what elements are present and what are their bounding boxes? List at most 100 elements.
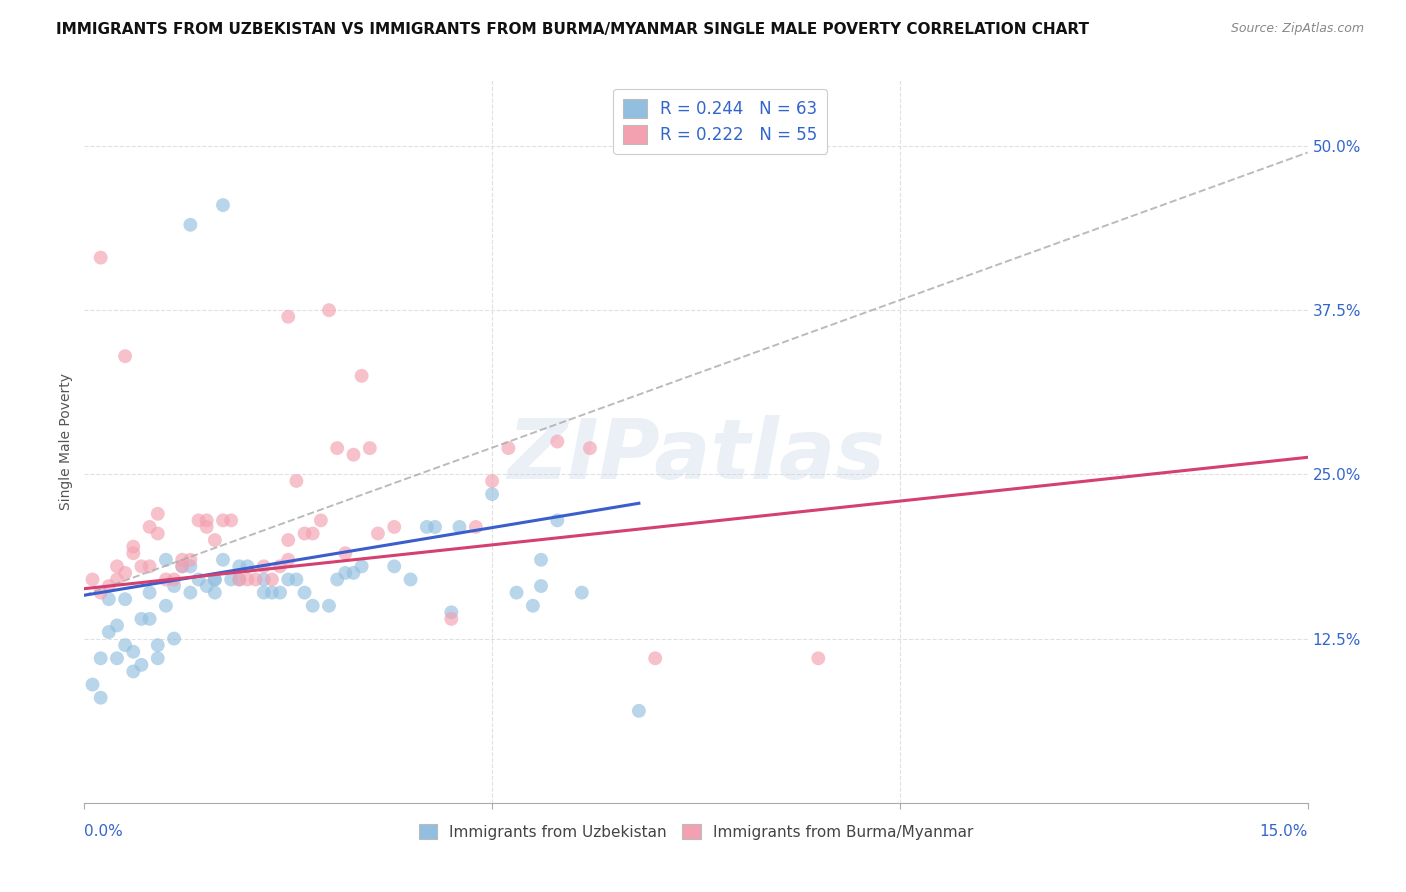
Point (187, 573, 209, 587)
Point (122, 540, 145, 554)
Point (253, 559, 276, 574)
Point (571, 585, 593, 599)
Point (204, 585, 226, 599)
Point (807, 651, 830, 665)
Point (350, 559, 373, 574)
Point (350, 368, 373, 383)
Point (90, 690, 112, 705)
Point (105, 651, 128, 665)
Point (172, 559, 194, 574)
Point (382, 559, 405, 574)
Point (359, 441, 381, 455)
Point (260, 573, 283, 587)
Point (122, 665, 145, 679)
Point (269, 585, 291, 599)
Point (318, 599, 340, 613)
Point (416, 520, 439, 534)
Text: ZIPatlas: ZIPatlas (508, 416, 884, 497)
Point (204, 573, 226, 587)
Point (440, 612, 463, 626)
Point (146, 507, 169, 521)
Point (97, 625, 120, 640)
Text: 0.0%: 0.0% (84, 824, 124, 839)
Point (399, 573, 422, 587)
Point (219, 513, 242, 527)
Point (90, 251, 112, 265)
Text: 15.0%: 15.0% (1260, 824, 1308, 839)
Point (163, 579, 186, 593)
Point (105, 559, 128, 574)
Point (530, 579, 553, 593)
Point (219, 573, 242, 587)
Point (326, 573, 349, 587)
Point (138, 612, 160, 626)
Point (138, 520, 160, 534)
Point (277, 573, 299, 587)
Point (301, 526, 323, 541)
Point (228, 573, 250, 587)
Point (285, 474, 308, 488)
Point (335, 546, 357, 560)
Text: Source: ZipAtlas.com: Source: ZipAtlas.com (1230, 22, 1364, 36)
Point (546, 513, 568, 527)
Point (155, 573, 177, 587)
Point (179, 553, 201, 567)
Legend: Immigrants from Uzbekistan, Immigrants from Burma/Myanmar: Immigrants from Uzbekistan, Immigrants f… (413, 818, 979, 846)
Point (481, 487, 503, 501)
Point (326, 441, 349, 455)
Point (90, 585, 112, 599)
Point (82, 677, 104, 691)
Point (449, 520, 471, 534)
Point (277, 533, 299, 547)
Point (301, 599, 323, 613)
Point (212, 198, 235, 212)
Point (579, 441, 602, 455)
Point (131, 657, 153, 672)
Point (277, 553, 299, 567)
Point (228, 559, 250, 574)
Point (342, 566, 364, 580)
Text: IMMIGRANTS FROM UZBEKISTAN VS IMMIGRANTS FROM BURMA/MYANMAR SINGLE MALE POVERTY : IMMIGRANTS FROM UZBEKISTAN VS IMMIGRANTS… (56, 22, 1090, 37)
Point (114, 638, 136, 652)
Point (172, 553, 194, 567)
Point (335, 566, 357, 580)
Point (294, 585, 316, 599)
Point (309, 513, 332, 527)
Point (97, 592, 120, 607)
Point (97, 579, 120, 593)
Y-axis label: Single Male Poverty: Single Male Poverty (59, 373, 73, 510)
Point (505, 585, 527, 599)
Point (277, 310, 299, 324)
Point (423, 520, 446, 534)
Point (253, 585, 276, 599)
Point (212, 553, 235, 567)
Point (195, 513, 218, 527)
Point (195, 520, 218, 534)
Point (294, 526, 316, 541)
Point (367, 526, 389, 541)
Point (90, 651, 112, 665)
Point (382, 520, 405, 534)
Point (122, 546, 145, 560)
Point (464, 520, 486, 534)
Point (481, 474, 503, 488)
Point (179, 218, 201, 232)
Point (245, 573, 267, 587)
Point (146, 526, 169, 541)
Point (228, 573, 250, 587)
Point (172, 559, 194, 574)
Point (114, 349, 136, 363)
Point (644, 651, 666, 665)
Point (105, 573, 128, 587)
Point (285, 573, 308, 587)
Point (163, 632, 186, 646)
Point (269, 559, 291, 574)
Point (179, 585, 201, 599)
Point (195, 579, 218, 593)
Point (236, 573, 259, 587)
Point (236, 559, 259, 574)
Point (82, 573, 104, 587)
Point (318, 303, 340, 318)
Point (131, 559, 153, 574)
Point (105, 618, 128, 632)
